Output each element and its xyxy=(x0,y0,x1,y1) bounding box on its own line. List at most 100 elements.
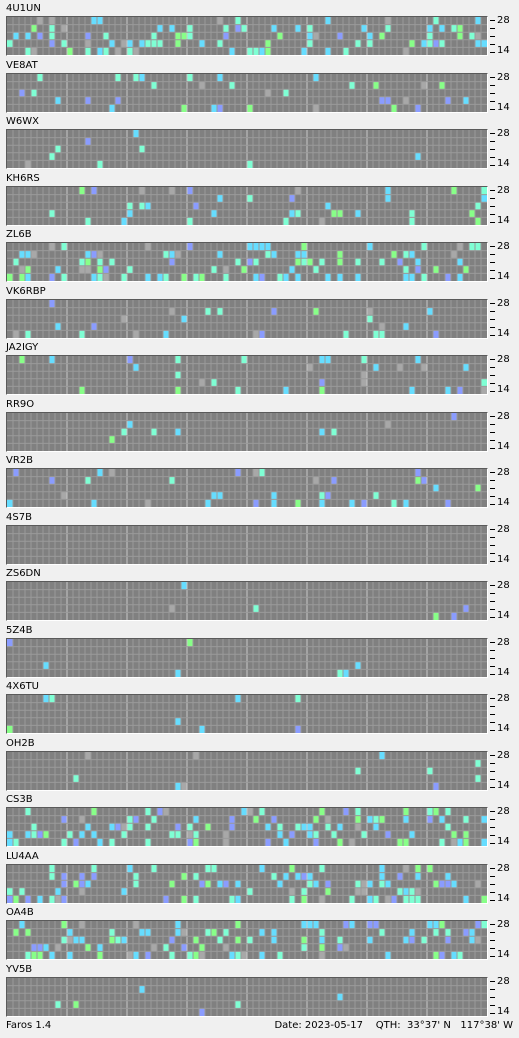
signal-cell xyxy=(145,808,151,816)
signal-cell xyxy=(463,894,469,903)
beacon-callsign: VE8AT xyxy=(6,59,38,71)
signal-cell xyxy=(91,808,97,816)
signal-cell xyxy=(247,103,253,112)
signal-cell xyxy=(415,894,421,903)
signal-cell xyxy=(109,258,115,266)
signal-cell xyxy=(25,250,31,259)
axis-tick xyxy=(490,762,495,764)
signal-cell xyxy=(265,838,271,846)
axis-tick xyxy=(490,609,495,610)
axis-label-top: 28 xyxy=(497,919,510,930)
signal-cell xyxy=(409,39,415,48)
axis-tick xyxy=(490,28,495,29)
signal-cell xyxy=(175,386,181,394)
signal-cell xyxy=(145,39,151,48)
signal-cell xyxy=(25,830,31,839)
axis-label-bottom: 14 xyxy=(497,384,510,395)
signal-cell xyxy=(295,186,301,195)
signal-cell xyxy=(133,872,139,880)
signal-cell xyxy=(409,386,415,394)
signal-cell xyxy=(337,258,343,266)
signal-cell xyxy=(115,823,121,831)
signal-cell xyxy=(379,96,385,104)
signal-cell xyxy=(397,258,403,266)
signal-cell xyxy=(133,329,139,338)
signal-cell xyxy=(61,491,67,500)
signal-cell xyxy=(19,88,25,97)
signal-cell xyxy=(175,830,181,839)
signal-cell xyxy=(373,491,379,500)
signal-cell xyxy=(259,329,265,338)
axis-tick xyxy=(490,867,495,869)
signal-cell xyxy=(25,273,31,281)
signal-cell xyxy=(169,879,175,888)
signal-cell xyxy=(439,921,445,929)
signal-cell xyxy=(61,39,67,48)
band-axis: 28 14 xyxy=(490,920,518,960)
signal-cell xyxy=(181,32,187,40)
axis-tick xyxy=(490,924,495,925)
signal-cell xyxy=(451,612,457,620)
signal-cell xyxy=(289,209,295,217)
signal-cell xyxy=(109,39,115,48)
signal-cell xyxy=(139,186,145,195)
signal-cell xyxy=(457,32,463,40)
signal-cell xyxy=(31,823,37,831)
signal-cell xyxy=(451,186,457,195)
signal-cell xyxy=(49,39,55,48)
signal-cell xyxy=(253,815,259,824)
signal-cell xyxy=(433,951,439,959)
signal-cell xyxy=(361,830,367,839)
signal-cell xyxy=(103,47,109,55)
signal-cell xyxy=(103,265,109,274)
axis-tick xyxy=(490,262,495,263)
signal-cell xyxy=(181,314,187,323)
signal-cell xyxy=(217,73,223,82)
signal-cell xyxy=(133,879,139,888)
signal-cell xyxy=(325,273,331,281)
signal-cell xyxy=(373,823,379,831)
signal-cell xyxy=(55,894,61,903)
signal-cell xyxy=(409,887,415,895)
signal-cell xyxy=(415,356,421,364)
axis-tick xyxy=(490,786,495,788)
axis-tick xyxy=(490,536,495,538)
signal-cell xyxy=(403,47,409,55)
signal-cell xyxy=(367,921,373,929)
axis-label-top: 28 xyxy=(497,975,510,987)
signal-cell xyxy=(175,250,181,259)
signal-cell xyxy=(301,47,307,55)
signal-cell xyxy=(385,194,391,202)
band-axis: 28 14 xyxy=(490,637,518,678)
axis-tick xyxy=(490,149,495,150)
signal-cell xyxy=(187,32,193,40)
axis-tick xyxy=(490,84,495,86)
signal-cell xyxy=(343,329,349,338)
signal-cell xyxy=(421,39,427,48)
axis-tick xyxy=(490,528,495,530)
signal-cell xyxy=(379,928,385,937)
band-axis: 28 14 xyxy=(490,16,518,56)
signal-cell xyxy=(271,491,277,500)
beacon-zl6b: ZL6B 28 14 xyxy=(0,228,519,284)
signal-cell xyxy=(247,808,253,816)
band-axis: 28 14 xyxy=(490,581,518,621)
signal-cell xyxy=(187,73,193,82)
propagation-grid xyxy=(6,16,488,56)
signal-cell xyxy=(163,808,169,816)
axis-tick xyxy=(490,552,495,554)
signal-cell xyxy=(319,928,325,937)
signal-cell xyxy=(463,928,469,937)
signal-cell xyxy=(439,815,445,824)
signal-cell xyxy=(355,879,361,888)
grid-svg xyxy=(7,751,487,790)
signal-cell xyxy=(37,943,43,952)
signal-cell xyxy=(235,879,241,888)
signal-cell xyxy=(55,145,61,153)
status-bar: Faros 1.4 Date: 2023-05-17 QTH: 33°37' N… xyxy=(0,1012,519,1038)
signal-cell xyxy=(25,265,31,274)
signal-cell xyxy=(199,943,205,952)
beacon-oa4b: OA4B 28 14 xyxy=(0,906,519,962)
signal-cell xyxy=(385,17,391,25)
signal-cell xyxy=(247,160,253,168)
